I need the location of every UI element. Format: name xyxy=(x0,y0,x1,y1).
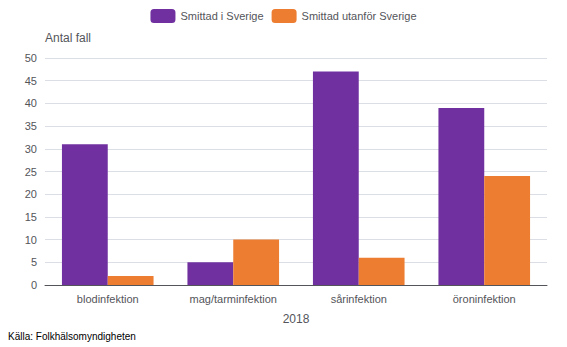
svg-text:10: 10 xyxy=(25,234,37,246)
svg-text:25: 25 xyxy=(25,166,37,178)
svg-text:Antal fall: Antal fall xyxy=(45,31,91,45)
svg-text:mag/tarminfektion: mag/tarminfektion xyxy=(190,293,277,305)
svg-text:2018: 2018 xyxy=(283,312,310,326)
svg-text:sårinfektion: sårinfektion xyxy=(331,293,387,305)
svg-text:50: 50 xyxy=(25,52,37,64)
svg-text:blodinfektion: blodinfektion xyxy=(77,293,139,305)
svg-text:35: 35 xyxy=(25,120,37,132)
svg-text:öroninfektion: öroninfektion xyxy=(453,293,516,305)
svg-text:40: 40 xyxy=(25,97,37,109)
svg-text:0: 0 xyxy=(31,279,37,291)
svg-text:Smittad utanför Sverige: Smittad utanför Sverige xyxy=(302,10,417,22)
svg-text:30: 30 xyxy=(25,143,37,155)
svg-text:45: 45 xyxy=(25,75,37,87)
svg-text:Smittad i Sverige: Smittad i Sverige xyxy=(180,10,263,22)
svg-text:15: 15 xyxy=(25,211,37,223)
svg-text:20: 20 xyxy=(25,188,37,200)
svg-text:Källa: Folkhälsomyndigheten: Källa: Folkhälsomyndigheten xyxy=(8,331,136,342)
svg-text:5: 5 xyxy=(31,256,37,268)
